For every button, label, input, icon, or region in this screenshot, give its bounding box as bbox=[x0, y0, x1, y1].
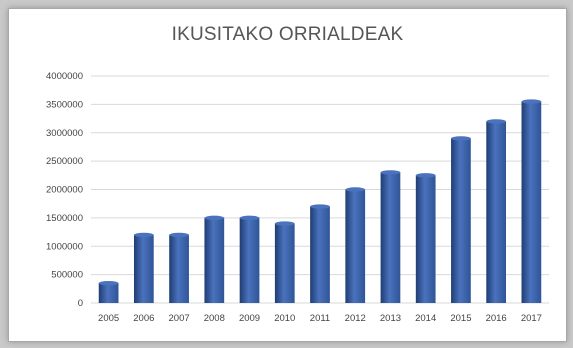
x-tick-label: 2005 bbox=[98, 313, 119, 324]
x-tick-label: 2016 bbox=[486, 313, 507, 324]
bar-2006 bbox=[133, 234, 154, 303]
bar-top-2011 bbox=[310, 204, 330, 209]
bar-2017 bbox=[521, 101, 542, 303]
y-tick-label: 2000000 bbox=[46, 185, 83, 196]
bar-2005 bbox=[98, 283, 119, 303]
bar-2009 bbox=[239, 217, 260, 303]
bar-2008 bbox=[204, 217, 225, 303]
x-tick-label: 2008 bbox=[204, 313, 225, 324]
bar-top-2016 bbox=[486, 119, 507, 124]
x-tick-label: 2006 bbox=[133, 313, 154, 324]
x-tick-label: 2012 bbox=[345, 313, 366, 324]
bar-2016 bbox=[486, 121, 507, 304]
y-tick-label: 500000 bbox=[51, 270, 83, 281]
chart-title: IKUSITAKO ORRIALDEAK bbox=[171, 24, 404, 45]
y-axis-ticks: 0 500000 1000000 1500000 2000000 2500000 30000… bbox=[46, 71, 83, 309]
bar-top-2007 bbox=[169, 232, 189, 238]
bar-top-2006 bbox=[133, 232, 154, 238]
x-axis-ticks: 2005 2006 2007 2008 2009 2010 2011 2012 2013 2014… bbox=[98, 313, 542, 324]
x-tick-label: 2009 bbox=[239, 313, 260, 324]
bar-top-2009 bbox=[239, 215, 260, 221]
bar-2015 bbox=[451, 138, 471, 303]
x-tick-label: 2014 bbox=[415, 313, 436, 324]
bar-top-2010 bbox=[274, 221, 295, 226]
bar-2013 bbox=[380, 172, 401, 303]
bar-2014 bbox=[415, 175, 436, 303]
x-tick-label: 2011 bbox=[310, 313, 330, 324]
bar-top-2008 bbox=[204, 215, 225, 221]
bar-2011 bbox=[310, 206, 330, 303]
y-tick-label: 1000000 bbox=[46, 241, 83, 252]
x-tick-label: 2013 bbox=[380, 313, 401, 324]
bars bbox=[98, 99, 542, 304]
y-tick-label: 3000000 bbox=[46, 128, 83, 139]
bar-top-2005 bbox=[98, 280, 119, 286]
bar-top-2013 bbox=[380, 170, 401, 175]
bar-2007 bbox=[169, 234, 189, 303]
bar-top-2012 bbox=[345, 187, 366, 192]
x-tick-label: 2015 bbox=[450, 313, 471, 324]
x-tick-label: 2007 bbox=[169, 313, 190, 324]
bar-2012 bbox=[345, 189, 366, 303]
y-tick-label: 0 bbox=[78, 298, 83, 309]
bar-top-2015 bbox=[451, 136, 471, 141]
x-tick-label: 2017 bbox=[521, 313, 542, 324]
y-tick-label: 3500000 bbox=[46, 99, 83, 110]
bar-2010 bbox=[274, 223, 295, 303]
bar-top-2017 bbox=[521, 99, 542, 104]
bar-top-2014 bbox=[415, 173, 436, 178]
x-tick-label: 2010 bbox=[274, 313, 295, 324]
y-tick-label: 1500000 bbox=[46, 213, 83, 224]
y-tick-label: 4000000 bbox=[46, 71, 83, 82]
chart-frame: IKUSITAKO ORRIALDEAK 0 500000 1000000 15000… bbox=[8, 8, 567, 342]
y-tick-label: 2500000 bbox=[46, 156, 83, 167]
bar-chart: 0 500000 1000000 1500000 2000000 2500000 30000… bbox=[46, 71, 549, 324]
